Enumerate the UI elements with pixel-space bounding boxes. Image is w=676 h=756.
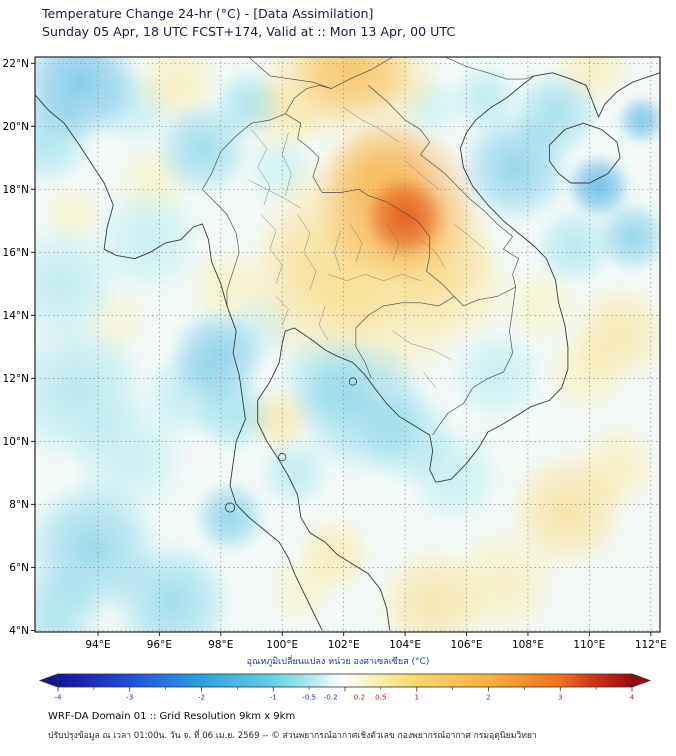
- svg-text:8°N: 8°N: [9, 499, 29, 511]
- colorbar-label: อุณหภูมิเปลี่ยนแปลง หน่วย องศาเซลเซียส (…: [246, 657, 430, 667]
- svg-text:10°N: 10°N: [3, 436, 29, 448]
- svg-text:104°E: 104°E: [389, 639, 421, 651]
- svg-text:96°E: 96°E: [147, 639, 172, 651]
- page-title: Temperature Change 24-hr (°C) - [Data As…: [42, 6, 374, 21]
- colorbar: -4 -3 -2 -1 -0.5 -0.2 0.2 0.5 1 2 3 4: [38, 673, 652, 702]
- svg-text:98°E: 98°E: [208, 639, 233, 651]
- svg-text:-0.5: -0.5: [302, 693, 316, 702]
- svg-text:4: 4: [630, 693, 635, 702]
- heat-layer: [35, 57, 660, 632]
- svg-text:94°E: 94°E: [85, 639, 110, 651]
- svg-text:102°E: 102°E: [328, 639, 360, 651]
- svg-text:0.5: 0.5: [375, 693, 386, 702]
- svg-text:4°N: 4°N: [9, 625, 29, 637]
- svg-text:-4: -4: [54, 693, 62, 702]
- svg-text:106°E: 106°E: [451, 639, 483, 651]
- map-header: Temperature Change 24-hr (°C) - [Data As…: [42, 5, 455, 41]
- svg-text:18°N: 18°N: [3, 184, 29, 196]
- svg-text:100°E: 100°E: [266, 639, 298, 651]
- svg-text:-0.2: -0.2: [324, 693, 338, 702]
- svg-text:-3: -3: [126, 693, 133, 702]
- grid-lines: [35, 57, 660, 632]
- footer-update-info: ปรับปรุงข้อมูล ณ เวลา 01:00น. วัน จ. ที่…: [48, 731, 537, 741]
- footer-domain-info: WRF-DA Domain 01 :: Grid Resolution 9km …: [48, 711, 296, 722]
- svg-text:6°N: 6°N: [9, 562, 29, 574]
- axes: 22°N 20°N 18°N 16°N 14°N 12°N 10°N 8°N 6°N 4°N 94°…: [3, 56, 667, 651]
- page-subtitle: Sunday 05 Apr, 18 UTC FCST+174, Valid at…: [42, 24, 456, 39]
- geography-layer: [35, 57, 660, 631]
- svg-text:14°N: 14°N: [3, 310, 29, 322]
- svg-text:2: 2: [486, 693, 491, 702]
- svg-text:22°N: 22°N: [3, 58, 29, 70]
- svg-text:20°N: 20°N: [3, 121, 29, 133]
- svg-text:0.2: 0.2: [354, 693, 365, 702]
- svg-text:112°E: 112°E: [635, 639, 667, 651]
- svg-text:12°N: 12°N: [3, 373, 29, 385]
- svg-text:-1: -1: [270, 693, 277, 702]
- svg-text:108°E: 108°E: [512, 639, 544, 651]
- svg-text:3: 3: [558, 693, 563, 702]
- svg-text:110°E: 110°E: [573, 639, 605, 651]
- svg-text:1: 1: [414, 693, 419, 702]
- svg-text:16°N: 16°N: [3, 247, 29, 259]
- svg-text:-2: -2: [198, 693, 205, 702]
